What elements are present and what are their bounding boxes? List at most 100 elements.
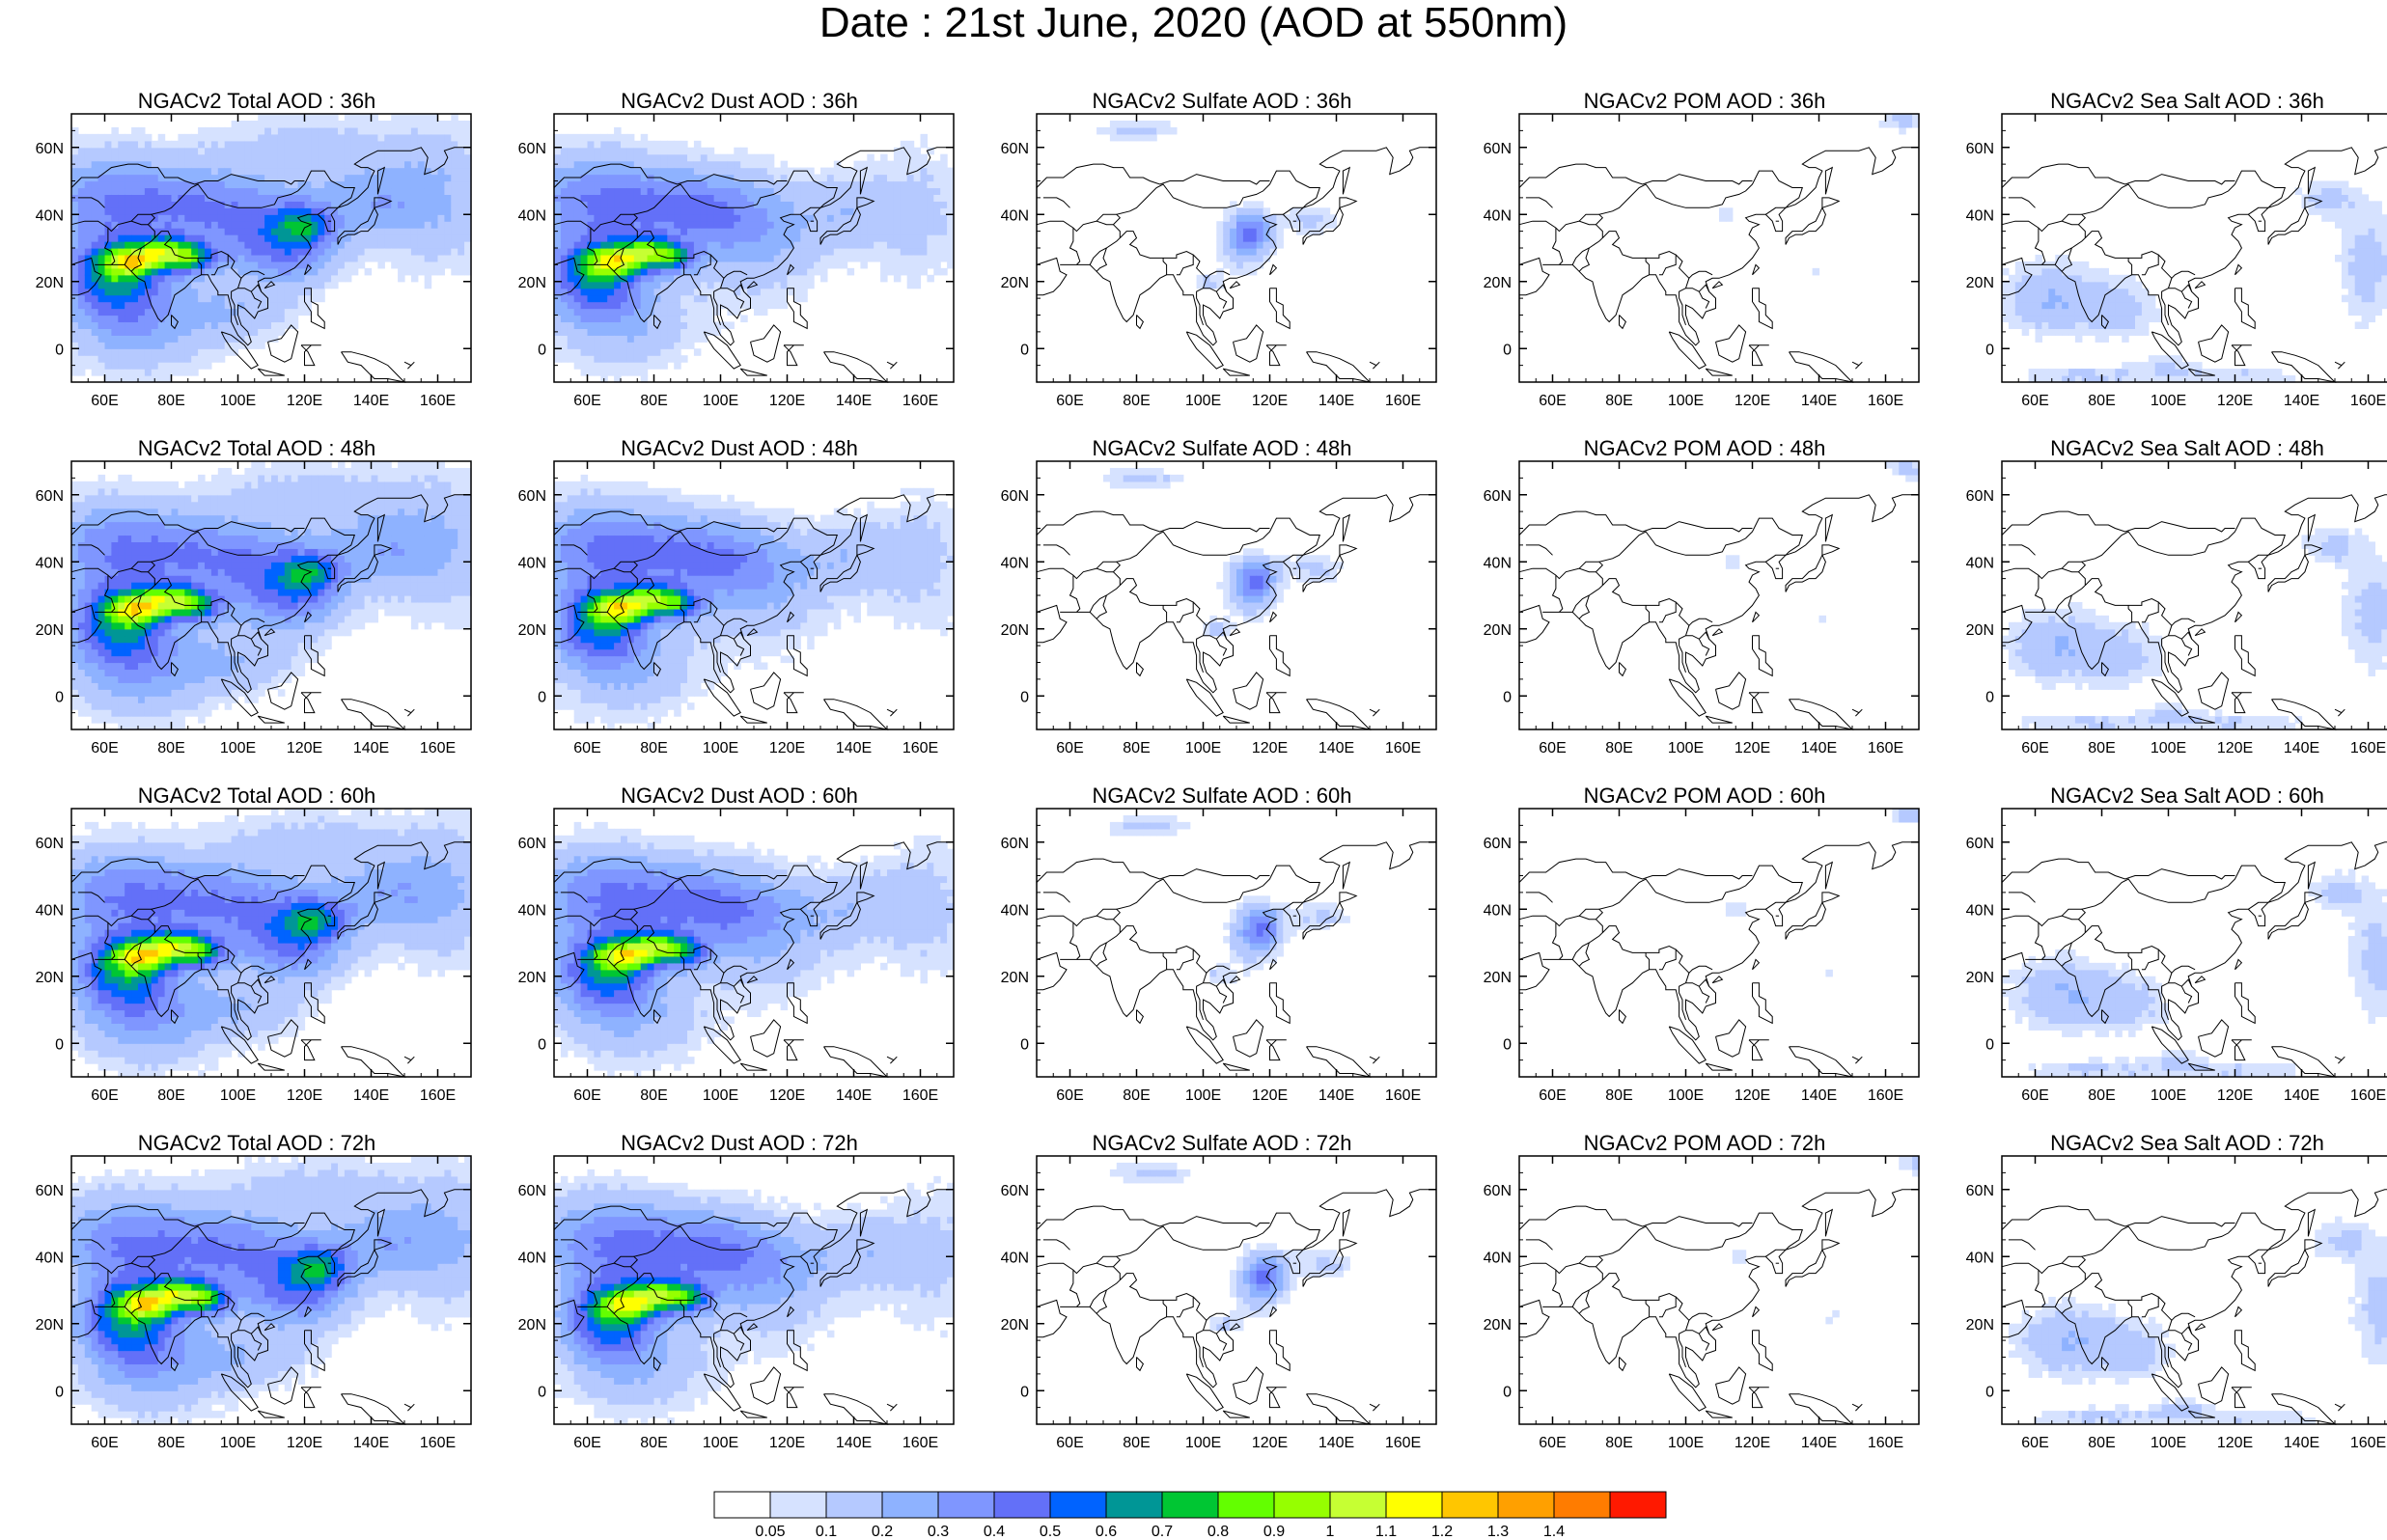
aod-cell xyxy=(125,328,132,336)
aod-cell xyxy=(297,194,306,202)
aod-cell xyxy=(125,709,132,717)
aod-cell xyxy=(900,254,908,262)
aod-cell xyxy=(284,160,292,169)
aod-cell xyxy=(77,288,86,296)
aod-cell xyxy=(104,615,112,623)
aod-cell xyxy=(224,274,233,283)
aod-cell xyxy=(384,228,392,235)
aod-cell xyxy=(660,355,668,363)
aod-cell xyxy=(191,294,199,303)
aod-cell xyxy=(131,153,139,162)
aod-cell xyxy=(621,241,628,249)
aod-cell xyxy=(264,167,272,176)
aod-cell xyxy=(567,261,575,269)
aod-cell xyxy=(580,214,589,222)
aod-cell xyxy=(84,281,93,289)
aod-cell xyxy=(793,187,801,195)
coastline xyxy=(1036,170,1320,233)
lon-tick-label: 60E xyxy=(1056,393,1083,409)
aod-cell xyxy=(660,294,668,303)
aod-cell xyxy=(125,669,132,676)
aod-cell xyxy=(284,228,292,235)
aod-cell xyxy=(626,362,635,370)
aod-cell xyxy=(554,214,562,222)
aod-cell xyxy=(787,214,794,222)
aod-cell xyxy=(277,241,286,249)
aod-cell xyxy=(913,207,922,215)
aod-cell xyxy=(687,153,695,162)
aod-cell xyxy=(111,582,119,590)
aod-cell xyxy=(244,288,252,296)
coastline xyxy=(1302,206,1344,245)
aod-cell xyxy=(231,321,239,329)
aod-cell xyxy=(104,662,112,671)
aod-cell xyxy=(184,194,192,202)
aod-cell xyxy=(77,267,86,276)
aod-cell xyxy=(125,248,132,256)
aod-cell xyxy=(2122,301,2129,310)
aod-cell xyxy=(594,288,601,296)
aod-cell xyxy=(633,335,642,343)
aod-cell xyxy=(284,120,292,128)
aod-cell xyxy=(404,221,412,229)
aod-cell xyxy=(377,221,385,229)
aod-cell xyxy=(727,301,735,310)
aod-cell xyxy=(104,548,112,556)
aod-cell xyxy=(77,153,86,162)
aod-cell xyxy=(614,207,622,215)
aod-cell xyxy=(171,294,179,303)
aod-cell xyxy=(350,201,359,208)
coastline xyxy=(823,351,889,383)
aod-cell xyxy=(97,628,106,637)
coastlines xyxy=(2001,147,2387,383)
aod-cell xyxy=(674,362,681,370)
aod-cell xyxy=(947,221,955,229)
aod-cell xyxy=(600,160,608,169)
aod-cell xyxy=(151,174,159,182)
aod-cell xyxy=(464,187,472,195)
aod-cell xyxy=(947,201,955,208)
aod-cell xyxy=(398,187,405,195)
aod-cell xyxy=(171,281,179,289)
aod-cell xyxy=(600,254,608,262)
aod-cell xyxy=(940,174,948,182)
aod-cell xyxy=(647,180,655,189)
aod-cell xyxy=(773,194,782,202)
aod-cell xyxy=(707,207,715,215)
aod-cell xyxy=(284,301,292,310)
aod-cell xyxy=(893,221,902,229)
coastline xyxy=(1069,228,1081,265)
aod-cell xyxy=(111,369,119,376)
aod-cell xyxy=(244,207,252,215)
aod-cell xyxy=(2115,321,2123,329)
aod-cell xyxy=(2068,267,2076,276)
aod-cell xyxy=(277,207,286,215)
aod-cell xyxy=(680,241,688,249)
aod-cell xyxy=(144,153,153,162)
aod-cell xyxy=(84,481,93,489)
aod-cell xyxy=(2062,321,2069,329)
aod-cell xyxy=(640,221,649,229)
aod-cell xyxy=(125,501,132,509)
aod-cell xyxy=(398,194,405,202)
aod-cell xyxy=(700,241,708,249)
aod-cell xyxy=(417,153,426,162)
aod-cell xyxy=(244,187,252,195)
aod-cell xyxy=(178,328,185,336)
aod-cell xyxy=(607,274,615,283)
aod-cell xyxy=(773,228,782,235)
aod-cell xyxy=(251,167,259,176)
aod-cell xyxy=(77,709,86,717)
aod-cell xyxy=(1230,248,1237,256)
aod-cell xyxy=(2154,355,2163,363)
aod-cell xyxy=(740,234,748,242)
aod-cell xyxy=(91,288,99,296)
aod-cell xyxy=(391,207,399,215)
aod-cell xyxy=(297,180,306,189)
aod-cell xyxy=(410,274,419,283)
aod-cell xyxy=(893,207,902,215)
aod-cell xyxy=(217,126,226,135)
aod-cell xyxy=(125,635,132,644)
aod-cell xyxy=(97,575,106,583)
